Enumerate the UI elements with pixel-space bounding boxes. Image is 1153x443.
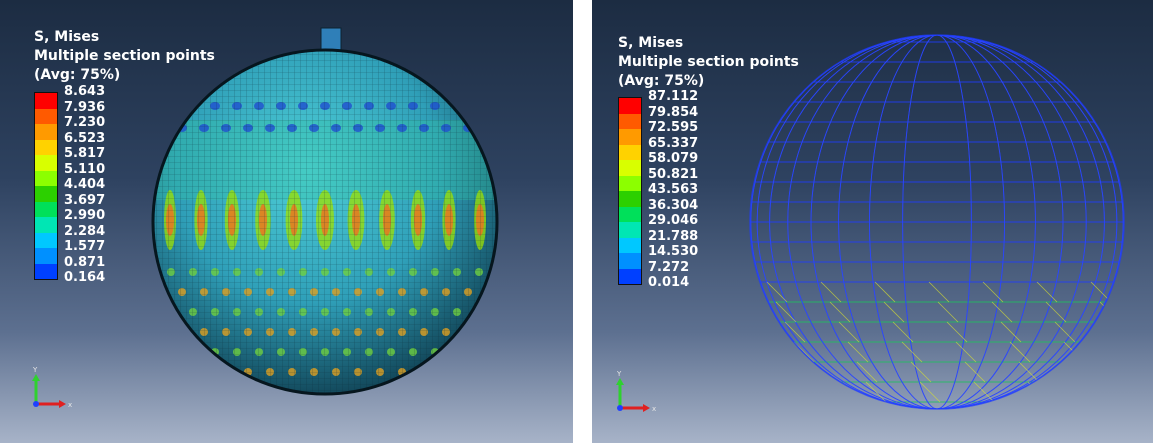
z-axis-dot [33, 401, 39, 407]
legend-value: 1.577 [64, 239, 106, 254]
legend-value: 65.337 [648, 135, 699, 151]
legend-value: 87.112 [648, 89, 699, 104]
legend-value: 0.014 [648, 275, 690, 290]
legend-value: 2.990 [64, 208, 106, 223]
x-axis-label: x [68, 401, 72, 409]
legend-swatch [35, 248, 57, 264]
legend-swatch [35, 263, 57, 279]
plot-title-avg: (Avg: 75%) [34, 67, 121, 83]
legend-swatch [35, 155, 57, 171]
legend-swatch [619, 237, 641, 253]
legend-swatch [35, 139, 57, 155]
legend-swatch [35, 186, 57, 202]
legend-swatch [35, 217, 57, 233]
legend-swatch [619, 253, 641, 269]
legend-swatch [619, 144, 641, 160]
legend-color-bar [34, 92, 58, 280]
legend-swatch [619, 160, 641, 176]
right-viewport[interactable]: S, Mises Multiple section points (Avg: 7… [592, 0, 1153, 443]
legend-value: 5.817 [64, 146, 106, 161]
plot-title-section: Multiple section points [34, 48, 215, 64]
legend-swatch [619, 191, 641, 207]
legend-swatch [35, 93, 57, 109]
legend-swatch [619, 206, 641, 222]
legend-value: 0.871 [64, 254, 106, 270]
legend-value: 21.788 [648, 228, 699, 244]
x-axis-label: x [652, 405, 656, 413]
legend-swatch [619, 222, 641, 238]
legend-swatch [619, 268, 641, 284]
legend-swatch [35, 108, 57, 124]
legend-value: 3.697 [64, 192, 106, 208]
y-axis-label: Y [616, 370, 622, 378]
axis-triad: Y x [616, 370, 656, 413]
legend-value: 14.530 [648, 244, 699, 259]
legend-value: 50.821 [648, 166, 699, 182]
plot-title-avg: (Avg: 75%) [618, 73, 705, 89]
legend-color-bar [618, 97, 642, 285]
legend-value: 6.523 [64, 130, 106, 146]
wireframe-sphere-model [749, 34, 1125, 410]
legend-value: 72.595 [648, 120, 699, 135]
legend-swatch [35, 170, 57, 186]
plot-title-variable: S, Mises [618, 35, 684, 51]
nozzle [320, 27, 342, 53]
legend-labels: 87.112 79.854 72.595 65.337 58.079 50.821 43.5… [648, 89, 698, 291]
axis-triad: Y x [32, 366, 72, 409]
left-viewport[interactable]: S, Mises Multiple section points (Avg: 7… [0, 0, 573, 443]
legend-swatch [35, 232, 57, 248]
legend-swatch [619, 113, 641, 129]
legend-value: 79.854 [648, 104, 699, 120]
legend-value: 7.230 [64, 115, 106, 130]
legend-value: 58.079 [648, 151, 699, 166]
legend-swatch [619, 129, 641, 145]
legend-value: 5.110 [64, 161, 106, 177]
legend-value: 4.404 [64, 177, 106, 192]
y-axis-label: Y [32, 366, 38, 374]
legend-value: 7.936 [64, 99, 106, 115]
plot-title-variable: S, Mises [34, 29, 100, 45]
legend-swatch [619, 98, 641, 114]
legend-swatch [619, 175, 641, 191]
legend-value: 2.284 [64, 223, 106, 239]
legend-value: 0.164 [64, 270, 106, 285]
legend-value: 8.643 [64, 84, 106, 99]
legend-swatch [35, 201, 57, 217]
solid-sphere-model [151, 27, 499, 396]
legend-labels: 8.643 7.936 7.230 6.523 5.817 5.110 4.404 3.697… [64, 84, 105, 286]
legend-value: 29.046 [648, 213, 699, 228]
legend-value: 7.272 [648, 259, 690, 275]
legend-swatch [35, 124, 57, 140]
legend-value: 36.304 [648, 197, 699, 213]
plot-title-section: Multiple section points [618, 54, 799, 70]
legend-value: 43.563 [648, 182, 699, 197]
